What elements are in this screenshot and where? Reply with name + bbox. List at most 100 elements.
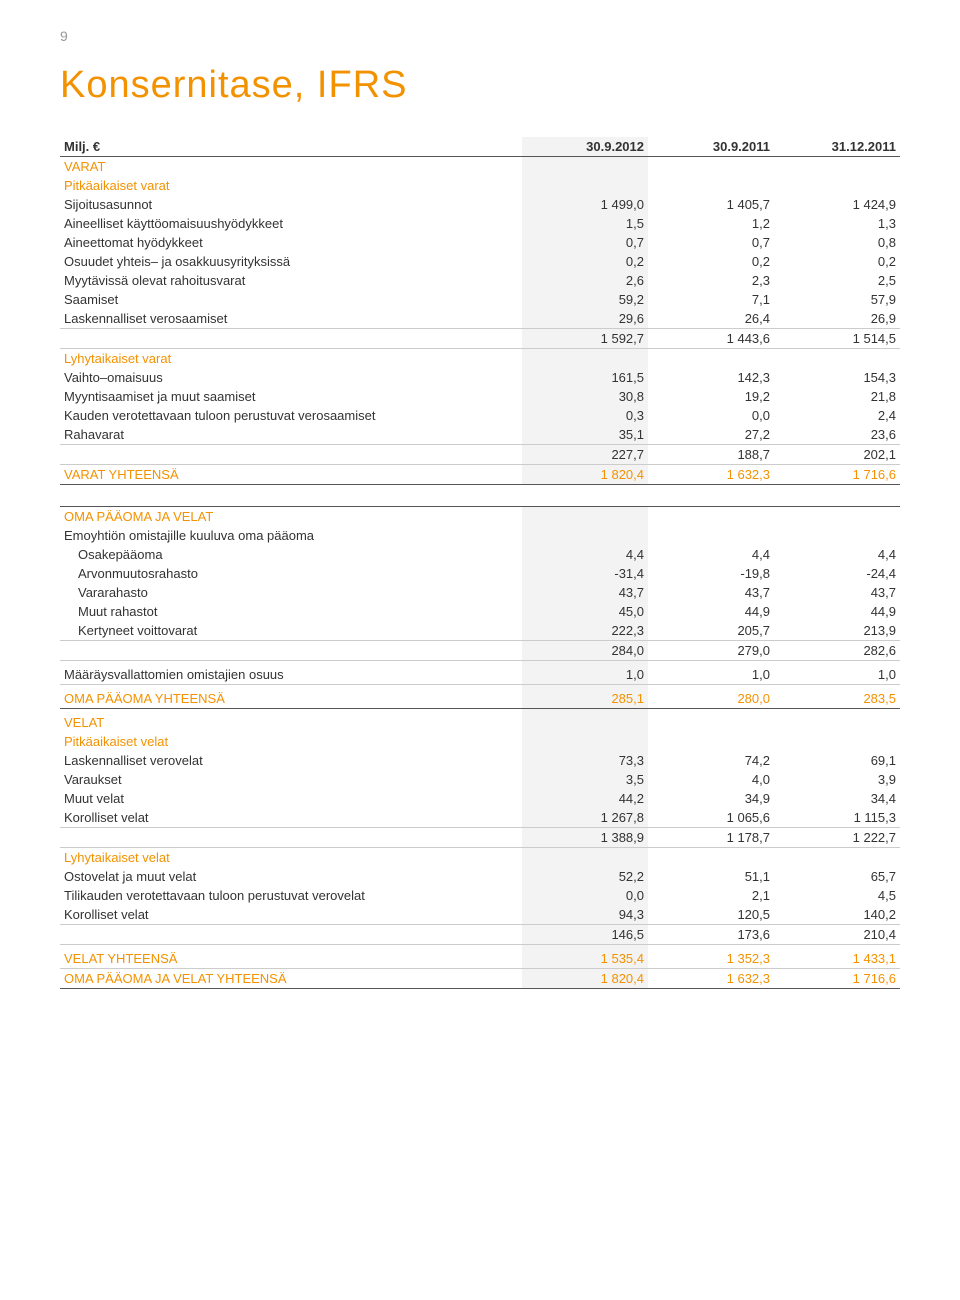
row-value: 43,7 bbox=[522, 583, 648, 602]
row-value: 0,7 bbox=[648, 233, 774, 252]
row-value: 2,4 bbox=[774, 406, 900, 425]
row-value: 44,9 bbox=[774, 602, 900, 621]
row-value: 21,8 bbox=[774, 387, 900, 406]
table-row: Osuudet yhteis– ja osakkuusyrityksissä0,… bbox=[60, 252, 900, 271]
section-heading: OMA PÄÄOMA JA VELAT bbox=[60, 507, 522, 527]
row-value: 4,5 bbox=[774, 886, 900, 905]
subtotal-row: 284,0279,0282,6 bbox=[60, 641, 900, 661]
header-label: Milj. € bbox=[60, 137, 522, 157]
table-row: Rahavarat35,127,223,6 bbox=[60, 425, 900, 445]
row-value: 34,4 bbox=[774, 789, 900, 808]
header-col: 30.9.2012 bbox=[522, 137, 648, 157]
row-label: Kertyneet voittovarat bbox=[60, 621, 522, 641]
row-value: 0,2 bbox=[774, 252, 900, 271]
row-value: 161,5 bbox=[522, 368, 648, 387]
row-value: 142,3 bbox=[648, 368, 774, 387]
row-value: 1 178,7 bbox=[648, 828, 774, 848]
row-label: Myyntisaamiset ja muut saamiset bbox=[60, 387, 522, 406]
table-row: Vararahasto43,743,743,7 bbox=[60, 583, 900, 602]
row-label: Tilikauden verotettavaan tuloon perustuv… bbox=[60, 886, 522, 905]
row-value: 227,7 bbox=[522, 445, 648, 465]
row-value: 188,7 bbox=[648, 445, 774, 465]
table-row: Myyntisaamiset ja muut saamiset30,819,22… bbox=[60, 387, 900, 406]
row-value: 1 592,7 bbox=[522, 329, 648, 349]
row-value: -19,8 bbox=[648, 564, 774, 583]
row-label: Varaukset bbox=[60, 770, 522, 789]
section-subheading: Lyhytaikaiset varat bbox=[60, 349, 522, 369]
row-label: Sijoitusasunnot bbox=[60, 195, 522, 214]
subtotal-row: 1 388,91 178,71 222,7 bbox=[60, 828, 900, 848]
table-row: Laskennalliset verovelat73,374,269,1 bbox=[60, 751, 900, 770]
table-row: Ostovelat ja muut velat52,251,165,7 bbox=[60, 867, 900, 886]
row-value: 1 514,5 bbox=[774, 329, 900, 349]
row-value: 2,6 bbox=[522, 271, 648, 290]
subtotal-row: 227,7188,7202,1 bbox=[60, 445, 900, 465]
page-title: Konsernitase, IFRS bbox=[60, 64, 900, 107]
row-value: 44,2 bbox=[522, 789, 648, 808]
row-value: 1 535,4 bbox=[522, 949, 648, 969]
row-value: 0,2 bbox=[522, 252, 648, 271]
row-label: Vaihto–omaisuus bbox=[60, 368, 522, 387]
row-value: -31,4 bbox=[522, 564, 648, 583]
table-row: Korolliset velat1 267,81 065,61 115,3 bbox=[60, 808, 900, 828]
row-value: 1 065,6 bbox=[648, 808, 774, 828]
table-row: Määräysvallattomien omistajien osuus1,01… bbox=[60, 665, 900, 685]
row-value: 1 443,6 bbox=[648, 329, 774, 349]
row-label: Arvonmuutosrahasto bbox=[60, 564, 522, 583]
subtotal-row: 146,5173,6210,4 bbox=[60, 925, 900, 945]
row-value: 1 115,3 bbox=[774, 808, 900, 828]
table-row: Tilikauden verotettavaan tuloon perustuv… bbox=[60, 886, 900, 905]
row-value: 45,0 bbox=[522, 602, 648, 621]
row-label: Rahavarat bbox=[60, 425, 522, 445]
row-value: 2,1 bbox=[648, 886, 774, 905]
row-label: VARAT YHTEENSÄ bbox=[60, 465, 522, 485]
row-value: 1,0 bbox=[648, 665, 774, 685]
row-label: VELAT YHTEENSÄ bbox=[60, 949, 522, 969]
table-row: Muut velat44,234,934,4 bbox=[60, 789, 900, 808]
row-value: 3,9 bbox=[774, 770, 900, 789]
row-value: 94,3 bbox=[522, 905, 648, 925]
row-value: 35,1 bbox=[522, 425, 648, 445]
row-label: Aineettomat hyödykkeet bbox=[60, 233, 522, 252]
row-label: Osuudet yhteis– ja osakkuusyrityksissä bbox=[60, 252, 522, 271]
row-value: 202,1 bbox=[774, 445, 900, 465]
table-row: Osakepääoma4,44,44,4 bbox=[60, 545, 900, 564]
row-value: 120,5 bbox=[648, 905, 774, 925]
row-value: 285,1 bbox=[522, 689, 648, 709]
row-value: 34,9 bbox=[648, 789, 774, 808]
table-header-row: Milj. € 30.9.2012 30.9.2011 31.12.2011 bbox=[60, 137, 900, 157]
row-value: 205,7 bbox=[648, 621, 774, 641]
row-label: Kauden verotettavaan tuloon perustuvat v… bbox=[60, 406, 522, 425]
row-value: 65,7 bbox=[774, 867, 900, 886]
row-value: 29,6 bbox=[522, 309, 648, 329]
table-row: Aineettomat hyödykkeet0,70,70,8 bbox=[60, 233, 900, 252]
row-value: 1 716,6 bbox=[774, 969, 900, 989]
row-label: Vararahasto bbox=[60, 583, 522, 602]
row-value: 1,3 bbox=[774, 214, 900, 233]
row-value: 0,7 bbox=[522, 233, 648, 252]
row-value: 1,5 bbox=[522, 214, 648, 233]
row-value: 4,4 bbox=[648, 545, 774, 564]
section-subheading: Lyhytaikaiset velat bbox=[60, 848, 522, 868]
row-value: 7,1 bbox=[648, 290, 774, 309]
row-label: OMA PÄÄOMA JA VELAT YHTEENSÄ bbox=[60, 969, 522, 989]
header-col: 30.9.2011 bbox=[648, 137, 774, 157]
row-value: 1 820,4 bbox=[522, 465, 648, 485]
row-value: 0,0 bbox=[522, 886, 648, 905]
row-value: 1,0 bbox=[774, 665, 900, 685]
row-value: 1 388,9 bbox=[522, 828, 648, 848]
row-value: 44,9 bbox=[648, 602, 774, 621]
total-row: OMA PÄÄOMA JA VELAT YHTEENSÄ1 820,41 632… bbox=[60, 969, 900, 989]
section-subheading: Emoyhtiön omistajille kuuluva oma pääoma bbox=[60, 526, 522, 545]
table-row: Aineelliset käyttöomaisuushyödykkeet1,5 1… bbox=[60, 214, 900, 233]
table-row: Kauden verotettavaan tuloon perustuvat v… bbox=[60, 406, 900, 425]
row-value: 74,2 bbox=[648, 751, 774, 770]
row-value: 173,6 bbox=[648, 925, 774, 945]
row-value: 59,2 bbox=[522, 290, 648, 309]
row-value: 0,8 bbox=[774, 233, 900, 252]
row-value: 1 405,7 bbox=[648, 195, 774, 214]
row-label: Laskennalliset verosaamiset bbox=[60, 309, 522, 329]
section-heading: VARAT bbox=[60, 157, 522, 177]
row-label: Aineelliset käyttöomaisuushyödykkeet bbox=[60, 214, 522, 233]
row-label: Ostovelat ja muut velat bbox=[60, 867, 522, 886]
